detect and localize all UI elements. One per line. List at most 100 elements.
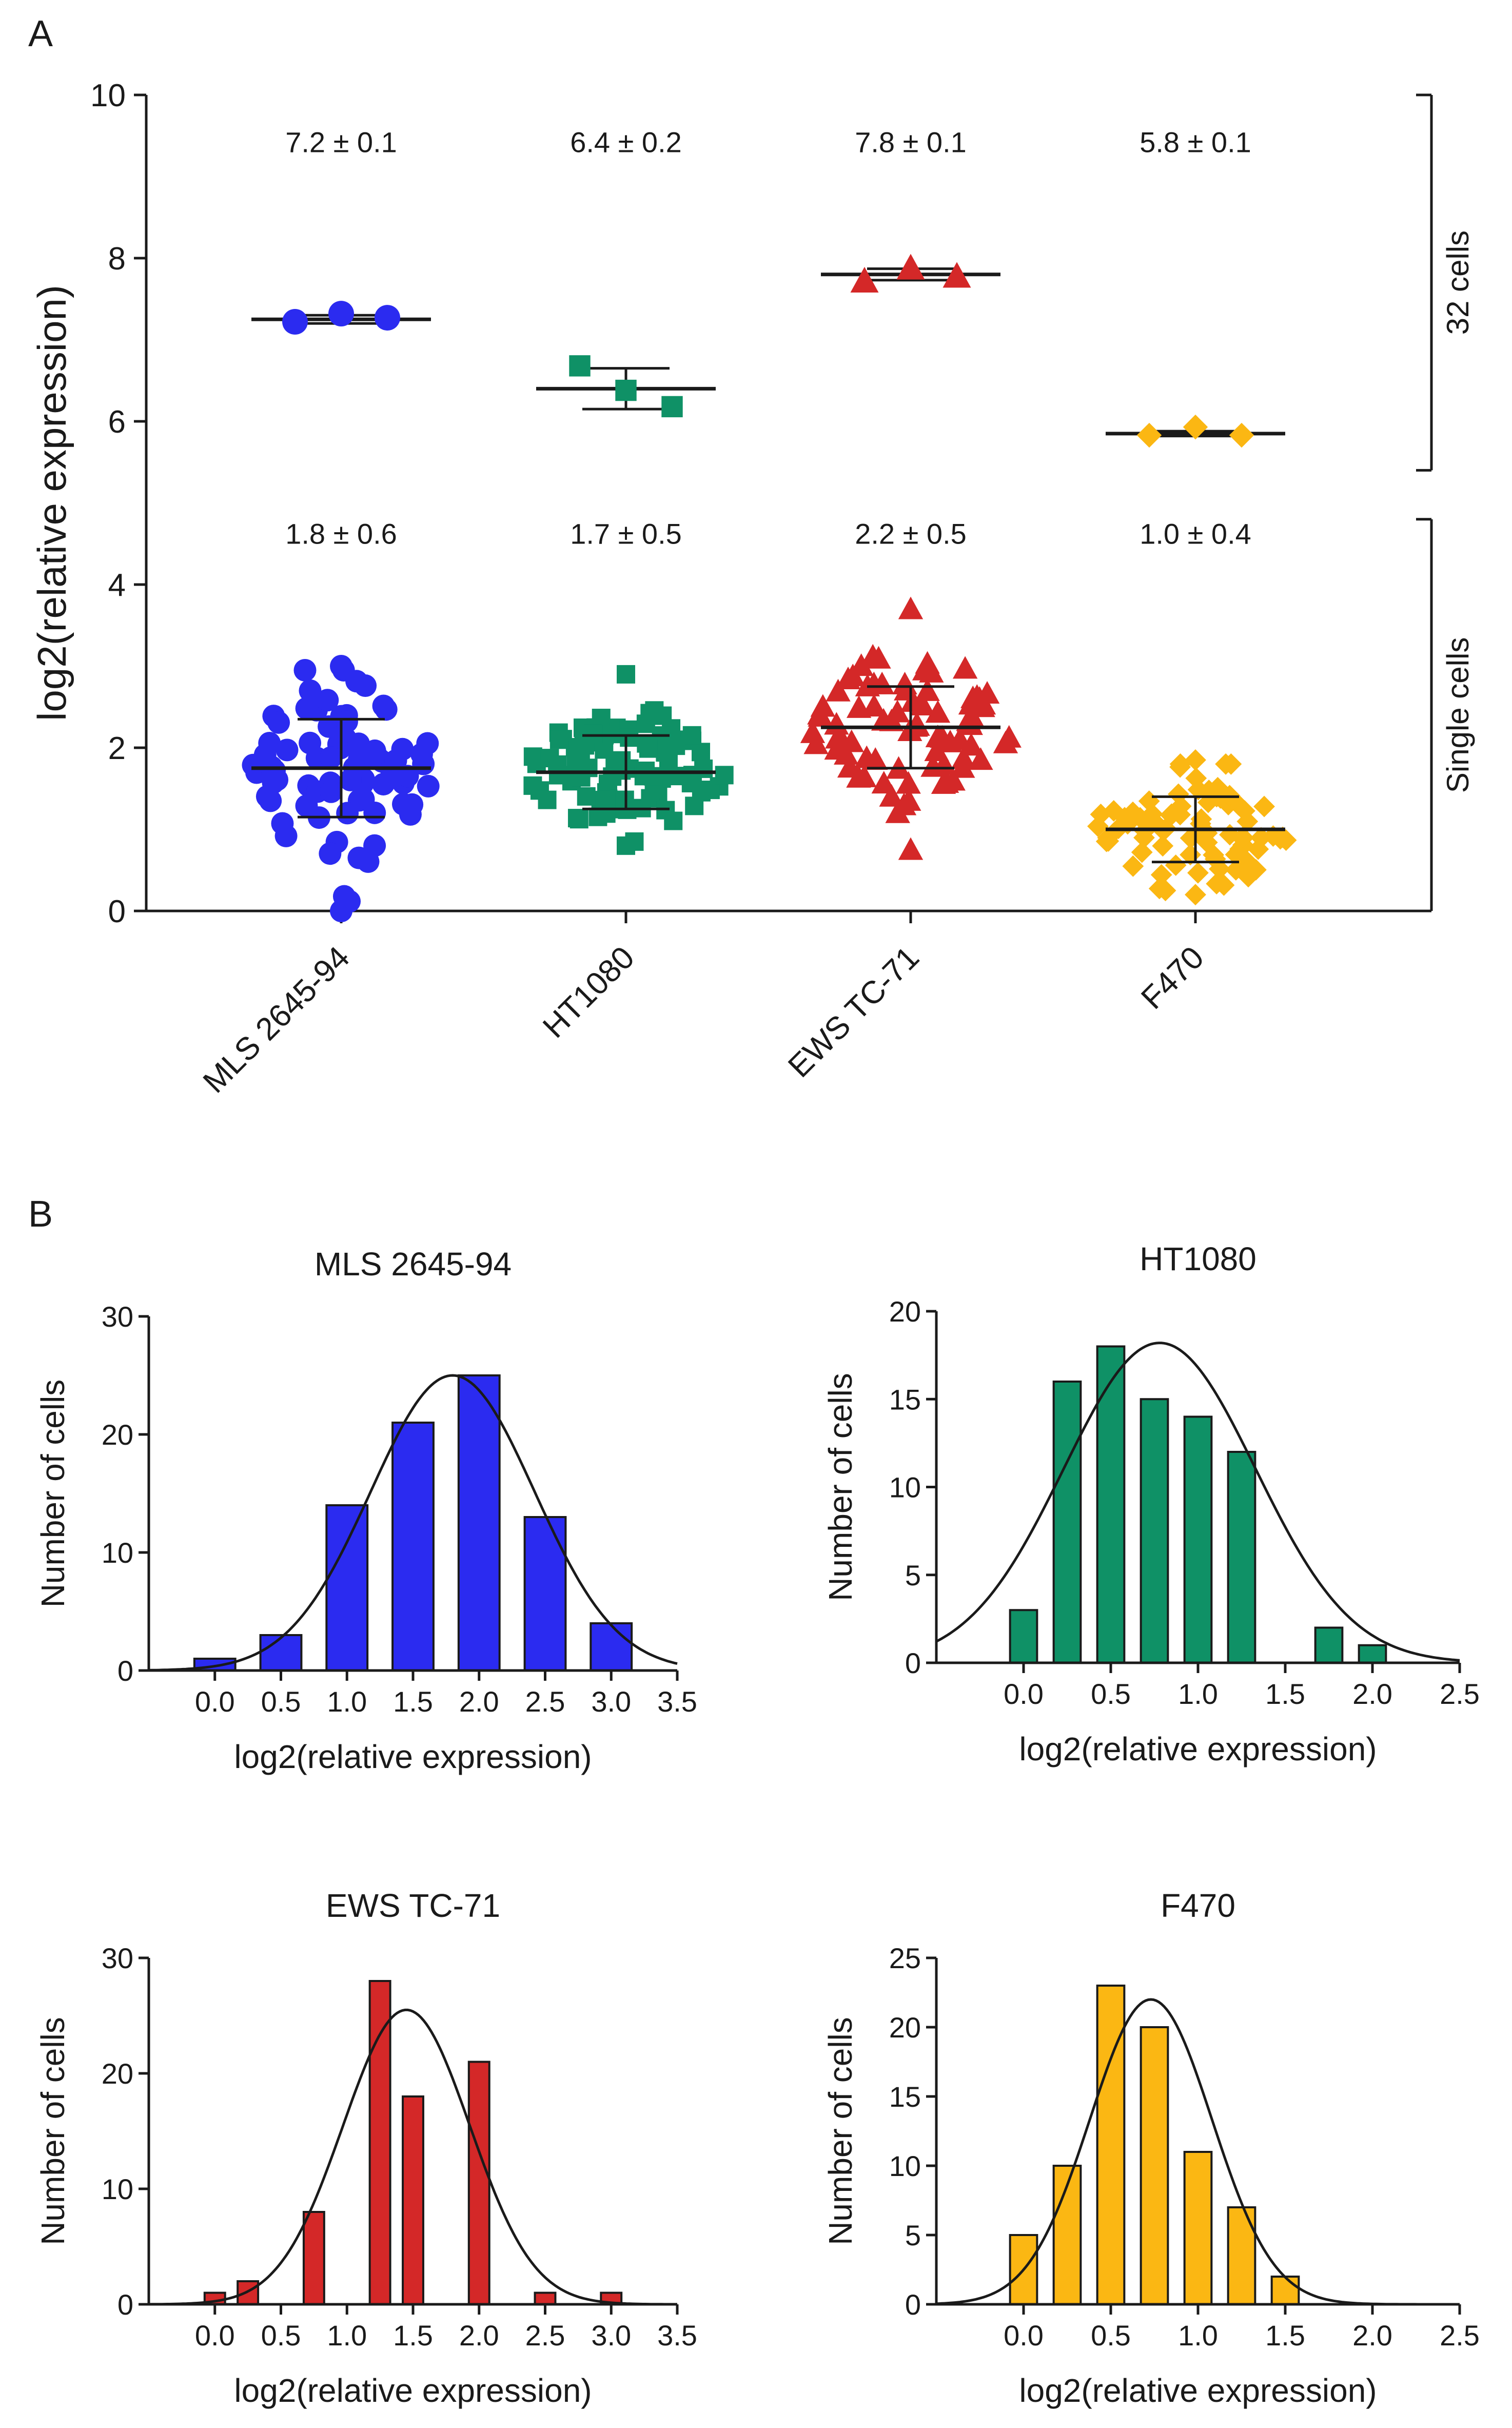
data-point-single-ews-tc-71 [898,596,924,619]
x-tick-label-mls-2645-94: 0.0 [195,1685,235,1718]
data-point-single-f470 [1245,859,1267,881]
y-tick-label-f470: 10 [889,2150,921,2182]
annotation-single-ht1080: 1.7 ± 0.5 [570,518,682,550]
data-point-single-f470 [1141,803,1163,825]
bar-mls-2645-94 [523,1516,567,1672]
y-tick-label: 2 [108,731,126,766]
bar-ht1080 [1140,1398,1169,1664]
x-tick-label-mls-2645-94: 1.5 [393,1685,433,1718]
chart-title-f470: F470 [1161,1887,1235,1924]
data-point-single-f470 [1204,848,1226,870]
data-point-single-ht1080 [603,767,622,786]
data-point-single-ews-tc-71 [920,754,946,777]
data-point-single-ews-tc-71 [826,678,851,702]
data-point-single-mls-2645-94 [410,743,433,766]
data-point-single-f470 [1250,827,1272,849]
data-point-single-ews-tc-71 [828,725,853,748]
histogram-ews-tc-71: EWS TC-71 0 10 20 30 0.0 0.5 1.0 1.5 2.0 2.5 3.0 3.5… [34,1887,697,2409]
data-point-single-ews-tc-71 [952,656,978,679]
bar-ews-tc-71 [402,2095,424,2305]
data-point-single-f470 [1236,850,1258,872]
annotation-single-f470: 1.0 ± 0.4 [1140,518,1251,550]
data-point-32-ews-tc-71 [850,267,879,293]
data-point-single-ews-tc-71 [930,725,955,748]
annotation-single-mls-2645-94: 1.8 ± 0.6 [285,518,397,550]
data-point-single-ews-tc-71 [924,739,949,762]
annotation-32-mls-2645-94: 7.2 ± 0.1 [285,126,397,158]
data-point-single-f470 [1196,822,1218,844]
x-axis-label-ews-tc-71: log2(relative expression) [234,2372,592,2409]
data-point-single-ht1080 [659,751,678,770]
bar-mls-2645-94 [391,1422,435,1672]
data-point-single-ews-tc-71 [861,694,887,717]
data-point-single-ews-tc-71 [993,730,1018,753]
x-axis-label-mls-2645-94: log2(relative expression) [234,1738,592,1775]
y-axis-label: log2(relative expression) [29,285,74,721]
x-tick-label-mls-2645-94: 2.5 [525,1685,565,1718]
x-tick-label-f470: 2.5 [1440,2319,1480,2352]
data-point-single-ht1080 [577,787,596,806]
data-point-single-f470 [1215,753,1237,775]
x-tick-label-f470: 1.5 [1265,2319,1305,2352]
data-point-single-ht1080 [617,665,635,684]
data-point-single-ht1080 [584,724,603,743]
x-tick-label-ht1080: 1.5 [1265,1678,1305,1710]
x-tick-label-ews-tc-71: 3.0 [591,2319,631,2352]
data-point-single-ht1080 [597,804,616,823]
y-tick-label-f470: 15 [889,2081,921,2113]
x-tick-label-mls-2645-94: 3.5 [657,1685,697,1718]
chart-title-ht1080: HT1080 [1140,1240,1256,1277]
data-point-single-mls-2645-94 [338,890,361,913]
data-point-single-ht1080 [636,714,655,733]
y-tick-label-f470: 25 [889,1942,921,1974]
data-point-single-ews-tc-71 [861,671,887,694]
data-point-single-ht1080 [685,797,704,815]
data-point-single-ews-tc-71 [915,678,940,701]
data-point-single-ht1080 [625,832,644,851]
data-point-single-ews-tc-71 [866,646,891,669]
data-point-single-ews-tc-71 [912,657,937,681]
data-point-single-mls-2645-94 [319,746,342,769]
data-point-single-ht1080 [681,773,700,792]
bar-ews-tc-71 [534,2291,557,2305]
data-point-single-f470 [1219,824,1241,846]
data-point-single-ht1080 [643,767,662,786]
data-point-single-f470 [1122,801,1144,823]
x-tick-label-ews-tc-71: 1.5 [393,2319,433,2352]
data-point-single-f470 [1180,827,1202,849]
x-tick-label-f470: 0.0 [1004,2319,1044,2352]
x-tick-label-ht1080: 1.0 [1178,1678,1218,1710]
data-point-single-f470 [1253,795,1275,818]
data-point-single-ews-tc-71 [835,666,861,689]
data-point-32-f470 [1136,422,1162,448]
data-point-single-mls-2645-94 [299,679,322,702]
chart-title-ews-tc-71: EWS TC-71 [326,1887,500,1924]
bar-mls-2645-94 [259,1634,303,1672]
bar-ht1080 [1358,1644,1387,1664]
data-point-single-f470 [1236,810,1259,832]
data-point-32-mls-2645-94 [282,309,308,335]
x-tick-label-ews-tc-71: 2.5 [525,2319,565,2352]
annotation-single-ews-tc-71: 2.2 ± 0.5 [855,518,967,550]
bar-ht1080 [1183,1415,1213,1664]
data-point-single-f470 [1232,826,1254,848]
y-tick-label-mls-2645-94: 20 [102,1419,133,1451]
bar-ews-tc-71 [467,2061,490,2305]
data-point-single-f470 [1152,835,1174,857]
data-point-single-f470 [1185,749,1206,771]
y-tick-label: 4 [108,568,126,603]
data-point-single-ht1080 [639,739,658,758]
x-tick-label-ews-tc-71: 1.0 [327,2319,367,2352]
y-tick-label-ews-tc-71: 20 [102,2057,133,2090]
data-point-single-f470 [1180,844,1201,866]
data-point-single-mls-2645-94 [375,698,398,721]
x-tick-label-f470: 1.0 [1178,2319,1218,2352]
data-point-single-mls-2645-94 [391,737,414,761]
bar-f470 [1140,2026,1169,2305]
y-tick-label-mls-2645-94: 30 [102,1300,133,1333]
data-point-single-f470 [1103,800,1125,822]
y-tick-label: 8 [108,241,126,277]
data-point-single-mls-2645-94 [266,768,289,791]
bar-ews-tc-71 [302,2211,325,2305]
